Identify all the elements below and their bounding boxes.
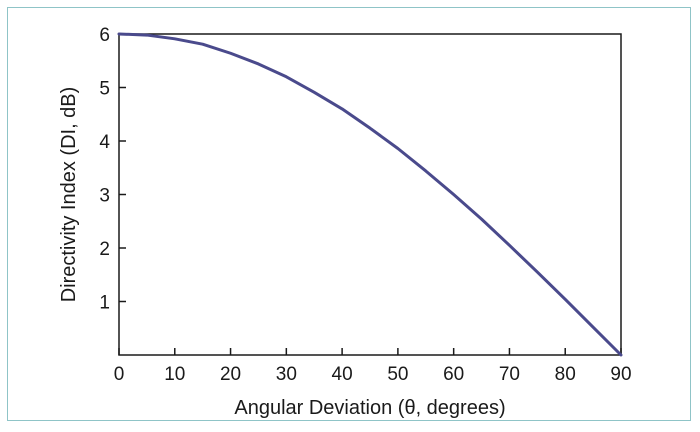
- x-tick-label: 10: [164, 364, 185, 385]
- x-tick-label: 70: [499, 364, 520, 385]
- series-layer: [117, 32, 623, 357]
- x-axis-title: Angular Deviation (θ, degrees): [234, 397, 505, 419]
- x-tick-label: 60: [443, 364, 464, 385]
- y-tick-label: 5: [99, 79, 110, 100]
- y-tick-label: 6: [99, 25, 110, 46]
- x-tick-label: 90: [610, 364, 631, 385]
- x-tick-label: 40: [332, 364, 353, 385]
- x-tick-label: 50: [387, 364, 408, 385]
- x-tick-label: 0: [114, 364, 125, 385]
- plot-area: [118, 33, 622, 356]
- x-tick-label: 20: [220, 364, 241, 385]
- x-tick-label: 30: [276, 364, 297, 385]
- y-tick-label: 1: [99, 293, 110, 314]
- y-axis-title: Directivity Index (DI, dB): [58, 87, 80, 303]
- x-tick-label: 80: [555, 364, 576, 385]
- x-axis: 0 10 20 30 40 50 60 70 80 90: [114, 348, 632, 385]
- series-line: [117, 32, 623, 357]
- y-tick-label: 4: [99, 132, 110, 153]
- y-tick-label: 3: [99, 186, 110, 207]
- y-tick-label: 2: [99, 239, 110, 260]
